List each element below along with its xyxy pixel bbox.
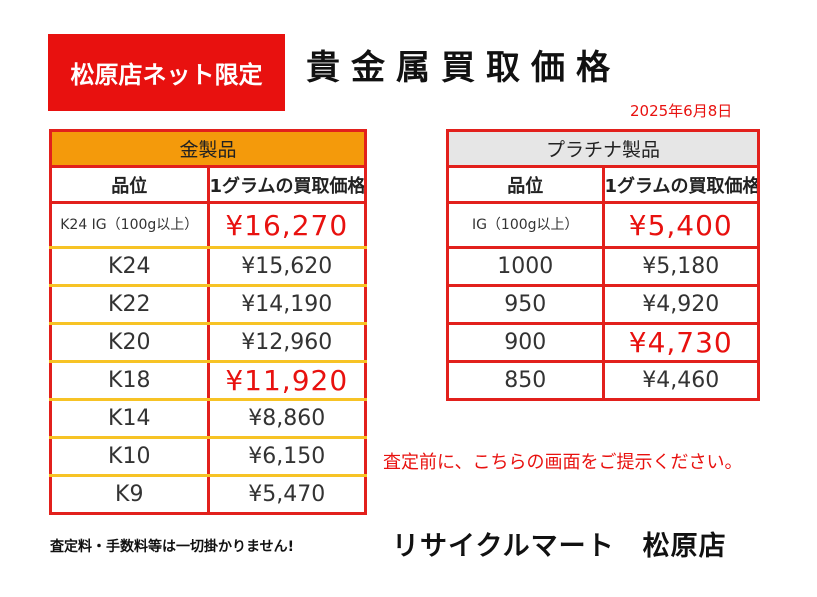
table-row: K20 ¥12,960	[50, 323, 366, 363]
platinum-price-table: プラチナ製品 品位 1グラムの買取価格 IG（100g以上） ¥5,400 10…	[446, 129, 760, 401]
table-row: K10 ¥6,150	[50, 437, 366, 477]
platinum-price-cell: ¥4,460	[642, 368, 720, 393]
gold-price-cell: ¥12,960	[208, 323, 366, 363]
table-row: K24 IG（100g以上） ¥16,270	[50, 202, 366, 249]
table-row: 950 ¥4,920	[447, 285, 759, 325]
platinum-grade-cell: 1000	[447, 247, 605, 287]
platinum-grade-cell: 950	[447, 285, 605, 325]
gold-price-cell: ¥8,860	[208, 399, 366, 439]
no-fee-note: 査定料・手数料等は一切掛かりません!	[50, 539, 294, 555]
store-name: リサイクルマート 松原店	[392, 531, 727, 562]
gold-price-cell: ¥14,190	[208, 285, 366, 325]
platinum-col-price: 1グラムの買取価格	[603, 166, 759, 204]
price-date: 2025年6月8日	[630, 102, 733, 120]
table-row: K18 ¥11,920	[50, 361, 366, 401]
platinum-grade-cell: IG（100g以上）	[447, 202, 605, 249]
gold-price-cell: ¥11,920	[208, 361, 366, 401]
platinum-price-cell: ¥5,400	[603, 202, 759, 249]
table-row: IG（100g以上） ¥5,400	[447, 202, 759, 249]
table-row: K22 ¥14,190	[50, 285, 366, 325]
platinum-price-cell: ¥4,920	[603, 285, 759, 325]
platinum-grade-cell: 850	[447, 361, 605, 400]
platinum-price-cell: ¥4,730	[603, 323, 759, 363]
table-row: K9 ¥5,470	[50, 475, 366, 514]
platinum-grade-cell: 900	[447, 323, 605, 363]
gold-price-cell: ¥5,470	[248, 482, 326, 507]
table-row: 900 ¥4,730	[447, 323, 759, 363]
gold-price-table: 金製品 品位 1グラムの買取価格 K24 IG（100g以上） ¥16,270 …	[49, 129, 367, 515]
table-row: 850 ¥4,460	[447, 361, 759, 400]
gold-grade-cell: K24	[50, 247, 210, 287]
platinum-price-cell: ¥5,180	[603, 247, 759, 287]
page-title: 貴金属買取価格	[306, 48, 621, 88]
table-row: K14 ¥8,860	[50, 399, 366, 439]
gold-grade-cell: K9	[50, 475, 210, 514]
gold-table-title: 金製品	[50, 130, 366, 168]
gold-price-cell: ¥15,620	[208, 247, 366, 287]
table-row: K24 ¥15,620	[50, 247, 366, 287]
gold-grade-cell: K24 IG（100g以上）	[50, 202, 210, 249]
gold-grade-cell: K22	[50, 285, 210, 325]
gold-col-price: 1グラムの買取価格	[208, 166, 366, 204]
gold-grade-cell: K14	[50, 399, 210, 439]
platinum-table-title: プラチナ製品	[447, 130, 759, 168]
gold-price-cell: ¥6,150	[208, 437, 366, 477]
table-row: 1000 ¥5,180	[447, 247, 759, 287]
gold-grade-cell: K20	[50, 323, 210, 363]
gold-grade-cell: K18	[50, 361, 210, 401]
gold-grade-cell: K10	[50, 437, 210, 477]
present-screen-note: 査定前に、こちらの画面をご提示ください。	[383, 452, 743, 473]
store-limited-badge: 松原店ネット限定	[48, 34, 285, 111]
platinum-col-grade: 品位	[447, 166, 605, 204]
gold-col-grade: 品位	[50, 166, 210, 204]
gold-price-cell: ¥16,270	[208, 202, 366, 249]
